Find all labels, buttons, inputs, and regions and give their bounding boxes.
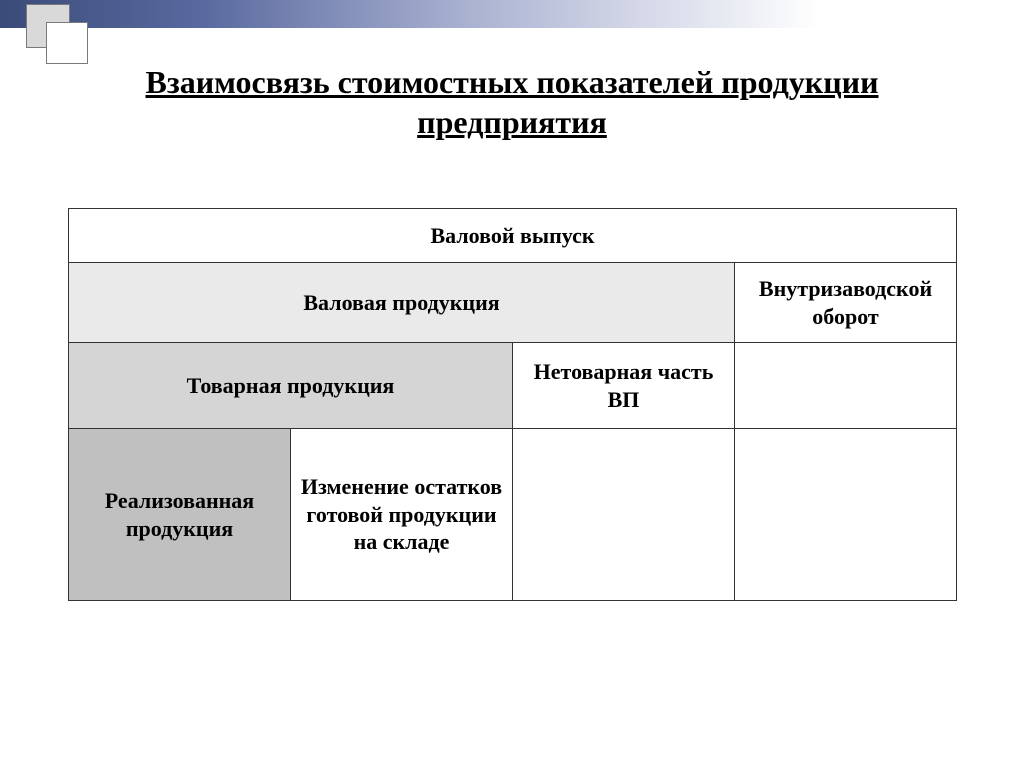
table-row: Реализованная продукция Изменение остатк… <box>69 429 957 601</box>
cell-empty <box>735 429 957 601</box>
slide-title-line2: предприятия <box>417 104 607 140</box>
top-gradient-bar <box>0 0 1024 28</box>
cell-noncommodity-part: Нетоварная часть ВП <box>513 343 735 429</box>
table-row: Валовой выпуск <box>69 209 957 263</box>
cell-gross-output: Валовой выпуск <box>69 209 957 263</box>
indicators-table: Валовой выпуск Валовая продукция Внутриз… <box>68 208 957 601</box>
cell-internal-turnover: Внутризаводской оборот <box>735 263 957 343</box>
decor-square-front <box>46 22 88 64</box>
table-row: Товарная продукция Нетоварная часть ВП <box>69 343 957 429</box>
cell-stock-change: Изменение остатков готовой продукции на … <box>291 429 513 601</box>
slide-title-line1: Взаимосвязь стоимостных показателей прод… <box>145 64 878 100</box>
cell-commodity-production: Товарная продукция <box>69 343 513 429</box>
cell-empty <box>735 343 957 429</box>
cell-empty <box>513 429 735 601</box>
cell-gross-production: Валовая продукция <box>69 263 735 343</box>
table-row: Валовая продукция Внутризаводской оборот <box>69 263 957 343</box>
slide-title: Взаимосвязь стоимостных показателей прод… <box>0 62 1024 142</box>
cell-sold-production: Реализованная продукция <box>69 429 291 601</box>
